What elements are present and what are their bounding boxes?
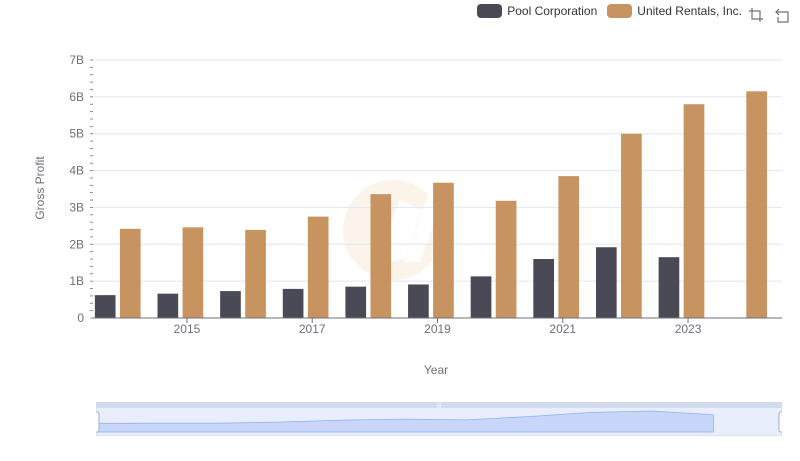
bar-pool-corporation-2021[interactable]: [533, 259, 555, 318]
y-tick-label: 3B: [69, 200, 84, 214]
bar-pool-corporation-2016[interactable]: [220, 291, 241, 318]
watermark-logo: [343, 180, 444, 280]
x-tick-label: 2015: [174, 322, 201, 336]
y-tick-label: 7B: [69, 53, 84, 67]
legend: Pool Corporation United Rentals, Inc.: [477, 4, 742, 18]
bar-pool-corporation-2018[interactable]: [345, 286, 367, 318]
bar-united-rentals-inc--2018[interactable]: [370, 194, 392, 318]
toolbox: [748, 7, 790, 23]
zoom-grip-icon: |||: [437, 403, 442, 409]
y-tick-label: 6B: [69, 90, 84, 104]
bar-united-rentals-inc--2024[interactable]: [746, 91, 767, 318]
bar-united-rentals-inc--2019[interactable]: [433, 182, 454, 318]
x-axis: 2015 2017 2019 2021 2023: [93, 317, 782, 336]
legend-label-united-rentals: United Rentals, Inc.: [637, 4, 742, 18]
legend-item-pool-corporation[interactable]: Pool Corporation: [477, 4, 597, 18]
bar-pool-corporation-2015[interactable]: [157, 293, 179, 318]
zoom-preview-area: [96, 410, 714, 433]
y-tick-label: 2B: [69, 237, 84, 251]
legend-swatch-pool-corporation: [477, 4, 503, 18]
bar-pool-corporation-2022[interactable]: [595, 247, 617, 318]
bar-united-rentals-inc--2022[interactable]: [621, 133, 642, 318]
bars: [94, 91, 767, 318]
x-axis-title: Year: [423, 363, 449, 377]
x-tick-label: 2021: [549, 322, 576, 336]
bar-pool-corporation-2020[interactable]: [470, 276, 492, 318]
x-tick-label: 2017: [299, 322, 326, 336]
legend-swatch-united-rentals: [607, 4, 633, 18]
bar-united-rentals-inc--2015[interactable]: [182, 227, 204, 318]
y-axis-ticks: 0 1B 2B 3B 4B 5B 6B 7B: [69, 53, 93, 325]
bar-pool-corporation-2014[interactable]: [94, 295, 116, 318]
zoom-select-icon[interactable]: [748, 7, 764, 23]
bar-united-rentals-inc--2016[interactable]: [245, 229, 266, 318]
y-tick-label: 0: [77, 311, 84, 325]
zoom-reset-icon[interactable]: [774, 7, 790, 23]
bar-united-rentals-inc--2020[interactable]: [495, 200, 517, 318]
bar-pool-corporation-2019[interactable]: [408, 284, 429, 318]
bar-pool-corporation-2023[interactable]: [658, 257, 680, 318]
bar-united-rentals-inc--2014[interactable]: [119, 228, 141, 318]
y-tick-label: 4B: [69, 164, 84, 178]
bar-pool-corporation-2017[interactable]: [282, 288, 304, 318]
y-axis-title: Gross Profit: [33, 156, 47, 220]
zoom-handle-left[interactable]: [96, 411, 100, 433]
x-tick-label: 2023: [675, 322, 702, 336]
legend-label-pool-corporation: Pool Corporation: [507, 4, 598, 18]
bar-united-rentals-inc--2023[interactable]: [683, 104, 705, 318]
y-tick-label: 5B: [69, 127, 84, 141]
x-tick-label: 2019: [424, 322, 451, 336]
legend-item-united-rentals[interactable]: United Rentals, Inc.: [607, 4, 742, 18]
bar-united-rentals-inc--2021[interactable]: [558, 176, 580, 318]
zoom-top-bar[interactable]: [96, 402, 782, 408]
bar-united-rentals-inc--2017[interactable]: [307, 216, 329, 318]
zoom-handle-right[interactable]: [778, 411, 782, 433]
y-tick-label: 1B: [69, 274, 84, 288]
data-zoom-slider[interactable]: |||: [96, 402, 782, 436]
